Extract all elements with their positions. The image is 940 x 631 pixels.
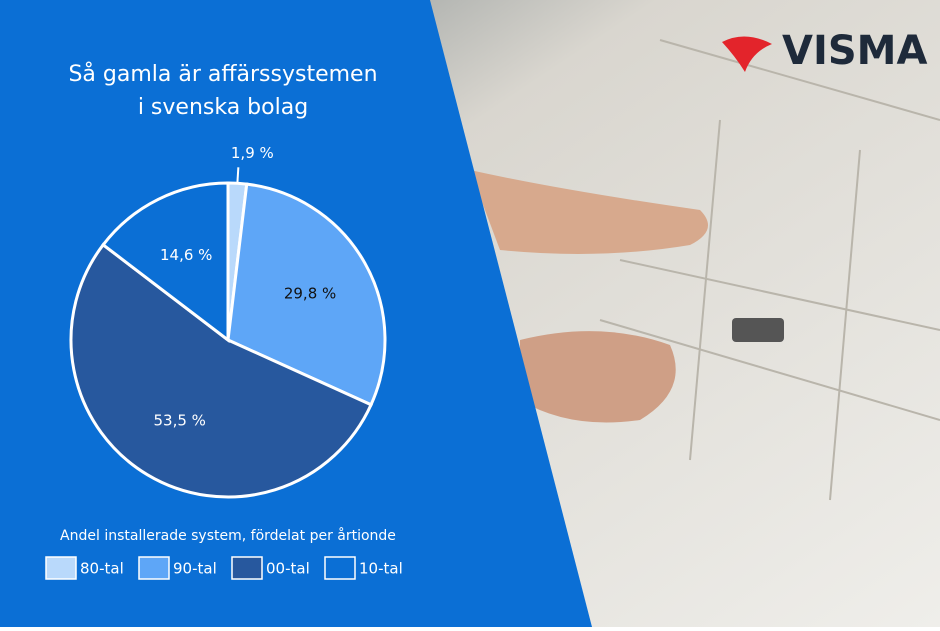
- logo: VISMA: [782, 28, 927, 74]
- pie-slice: [69, 242, 374, 499]
- data-label: 1,9 %: [231, 144, 274, 162]
- leader-line: [236, 167, 240, 184]
- data-label: 29,8 %: [284, 284, 336, 302]
- pie-slice: [101, 181, 230, 344]
- legend-label: 10-tal: [359, 560, 403, 578]
- legend-title: Andel installerade system, fördelat per …: [60, 527, 396, 544]
- legend: 80-tal 90-tal 00-tal 10-tal: [45, 556, 403, 580]
- legend-swatch: [45, 556, 77, 580]
- pie: 1,9 % 29,8 % 53,5 % 14,6 %: [69, 144, 387, 499]
- legend-label: 80-tal: [80, 560, 124, 578]
- legend-swatch: [138, 556, 170, 580]
- pie-slice: [226, 182, 387, 407]
- legend-label: 00-tal: [266, 560, 310, 578]
- logo-mark: [722, 36, 772, 72]
- title-line: i svenska bolag: [138, 95, 308, 120]
- legend-swatch: [231, 556, 263, 580]
- photo-details: [470, 39, 940, 501]
- data-label: 53,5 %: [153, 411, 205, 429]
- legend-swatch: [324, 556, 356, 580]
- data-label: 14,6 %: [160, 246, 212, 264]
- title-line: Så gamla är affärssystemen: [68, 61, 377, 87]
- legend-label: 90-tal: [173, 560, 217, 578]
